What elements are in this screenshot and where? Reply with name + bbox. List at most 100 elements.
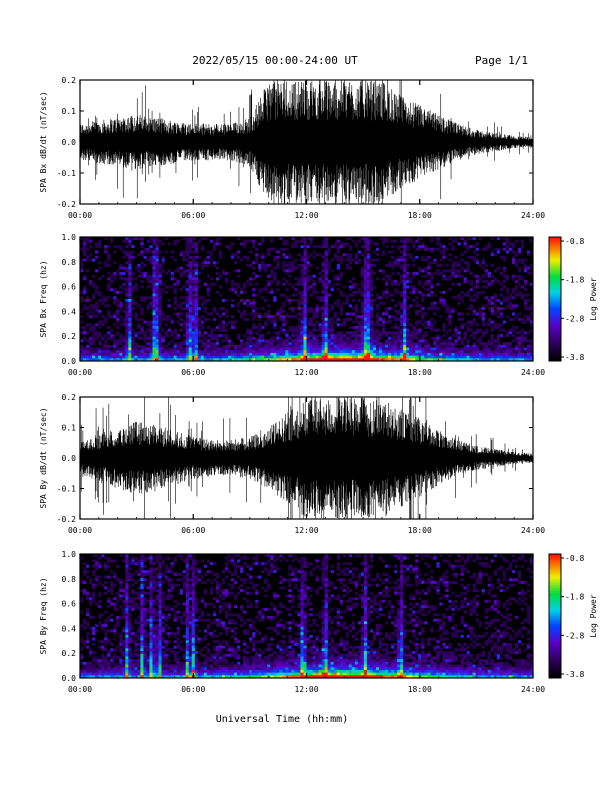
spectrogram-cell [352,307,355,310]
spectrogram-cell [340,307,343,310]
spectrogram-cell [125,670,128,673]
spectrogram-cell [364,294,367,297]
spectrogram-cell [89,616,92,619]
spectrogram-cell [515,326,518,329]
spectrogram-cell [143,248,146,251]
spectrogram-cell [458,331,461,334]
spectrogram-cell [337,323,340,326]
spectrogram-cell [189,312,192,315]
spectrogram-cell [503,348,506,351]
spectrogram-cell [140,286,143,289]
spectrogram-cell [436,329,439,332]
spectrogram-cell [195,646,198,649]
spectrogram-cell [476,277,479,280]
spectrogram-cell [400,275,403,278]
spectrogram-cell [409,280,412,283]
spectrogram-cell [107,640,110,643]
y-axis-label-1: SPA Bx Freq (hz) [39,260,48,337]
spectrogram-cell [512,307,515,310]
spectrogram-cell [403,337,406,340]
spectrogram-cell [322,269,325,272]
spectrogram-cell [86,307,89,310]
spectrogram-cell [373,342,376,345]
spectrogram-cell [110,280,113,283]
spectrogram-cell [358,353,361,356]
spectrogram-cell [186,648,189,651]
spectrogram-cell [231,288,234,291]
spectrogram-cell [110,662,113,665]
spectrogram-cell [156,350,159,353]
spectrogram-cell [349,318,352,321]
spectrogram-cell [418,283,421,286]
spectrogram-cell [521,353,524,356]
spectrogram-cell [313,348,316,351]
spectrogram-cell [297,299,300,302]
spectrogram-cell [464,337,467,340]
spectrogram-cell [195,345,198,348]
spectrogram-cell [152,581,155,584]
spectrogram-cell [92,638,95,641]
spectrogram-cell [346,242,349,245]
spectrogram-cell [177,670,180,673]
spectrogram-cell [415,321,418,324]
spectrogram-cell [361,280,364,283]
spectrogram-cell [258,329,261,332]
spectrogram-cell [436,272,439,275]
spectrogram-cell [482,280,485,283]
spectrogram-cell [152,353,155,356]
spectrogram-cell [340,345,343,348]
spectrogram-cell [162,573,165,576]
spectrogram-cell [454,240,457,243]
spectrogram-cell [331,348,334,351]
spectrogram-cell [195,242,198,245]
spectrogram-cell [352,348,355,351]
spectrogram-cell [485,353,488,356]
spectrogram-cell [418,353,421,356]
spectrogram-cell [125,616,128,619]
spectrogram-cell [373,329,376,332]
spectrogram-cell [174,277,177,280]
spectrogram-cell [216,267,219,270]
spectrogram-cell [252,310,255,313]
spectrogram-cell [415,310,418,313]
spectrogram-cell [195,603,198,606]
spectrogram-cell [303,329,306,332]
spectrogram-cell [186,567,189,570]
spectrogram-cell [518,250,521,253]
spectrogram-cell [159,570,162,573]
spectrogram-cell [162,616,165,619]
spectrogram-cell [376,339,379,342]
spectrogram-cell [95,331,98,334]
spectrogram-cell [473,312,476,315]
spectrogram-cell [291,242,294,245]
spectrogram-cell [521,350,524,353]
spectrogram-cell [461,356,464,359]
spectrogram-cell [237,350,240,353]
spectrogram-cell [479,329,482,332]
spectrogram-cell [92,597,95,600]
spectrogram-cell [95,662,98,665]
spectrogram-cell [370,339,373,342]
spectrogram-cell [506,245,509,248]
spectrogram-cell [189,283,192,286]
spectrogram-cell [192,559,195,562]
spectrogram-cell [189,356,192,359]
spectrogram-cell [89,353,92,356]
spectrogram-cell [195,673,198,676]
spectrogram-cell [186,640,189,643]
spectrogram-cell [186,584,189,587]
spectrogram-cell [168,594,171,597]
spectrogram-cell [439,348,442,351]
spectrogram-cell [391,315,394,318]
spectrogram-cell [430,291,433,294]
spectrogram-cell [485,264,488,267]
spectrogram-cell [246,339,249,342]
spectrogram-cell [159,600,162,603]
spectrogram-cell [159,654,162,657]
spectrogram-cell [264,350,267,353]
spectrogram-cell [313,280,316,283]
spectrogram-cell [415,348,418,351]
spectrogram-cell [159,304,162,307]
spectrogram-cell [376,296,379,299]
spectrogram-cell [186,264,189,267]
